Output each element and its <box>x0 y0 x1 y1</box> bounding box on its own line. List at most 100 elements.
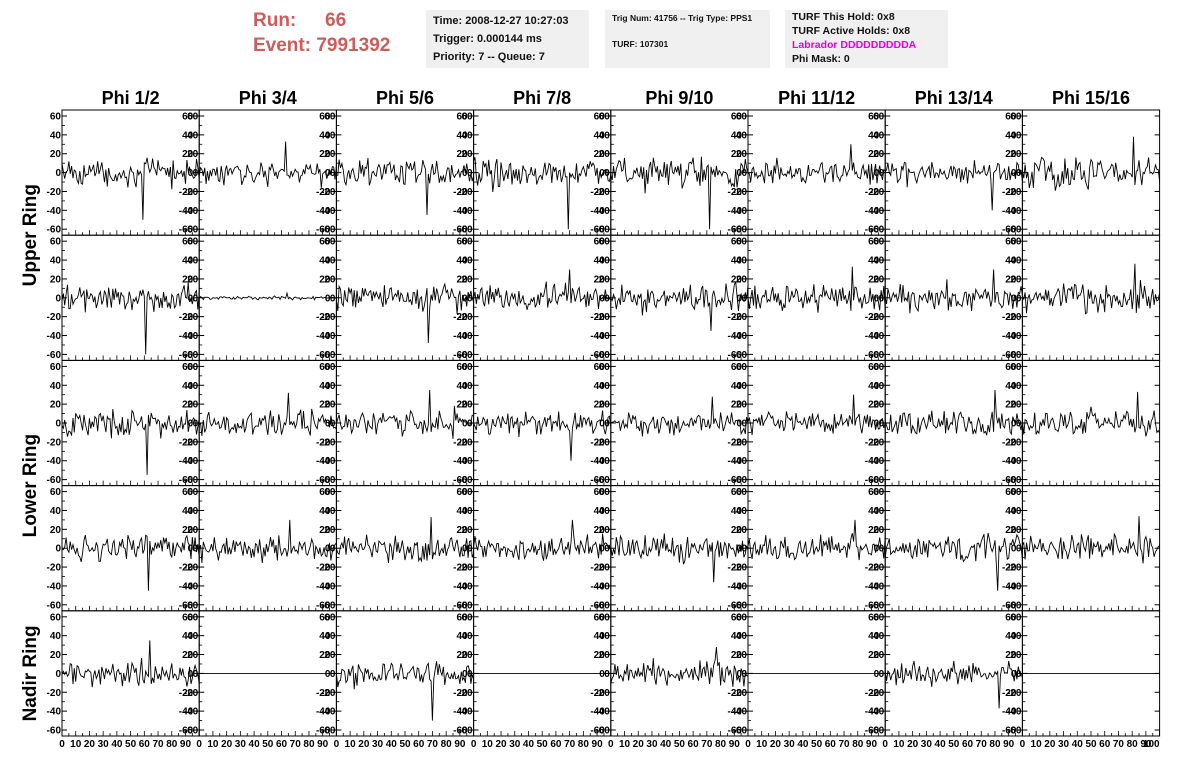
ytick-label: -20 <box>316 563 331 574</box>
xtick-label: 90 <box>317 739 329 750</box>
ytick-label: -60 <box>453 225 468 236</box>
waveform-r4-c8 <box>1022 516 1160 564</box>
ytick-label: 40 <box>1005 256 1017 267</box>
ytick-label: 20 <box>182 400 194 411</box>
ytick-label: -20 <box>453 563 468 574</box>
ytick-label: 20 <box>594 525 606 536</box>
ytick-label: -20 <box>1002 437 1017 448</box>
xtick-label: 40 <box>935 739 947 750</box>
ytick-label: 40 <box>50 256 62 267</box>
ytick-label: -40 <box>865 456 880 467</box>
ytick-label: -60 <box>179 600 194 611</box>
ytick-label: 0 <box>736 669 742 680</box>
ytick-label: 20 <box>1010 525 1022 536</box>
xtick-label: 40 <box>523 739 535 750</box>
ytick-label: 40 <box>456 506 468 517</box>
xtick-label: 70 <box>427 739 439 750</box>
waveform-r2-c6 <box>747 266 886 313</box>
ytick-label: 60 <box>50 612 62 623</box>
ytick-label: 40 <box>731 631 743 642</box>
ytick-label: 60 <box>187 237 199 248</box>
ytick-label: -20 <box>590 437 605 448</box>
ytick-label: 0 <box>1011 419 1017 430</box>
ytick-label: 20 <box>599 650 611 661</box>
ytick-label: -60 <box>1007 475 1022 486</box>
ytick-label: 0 <box>330 168 336 179</box>
waveform-r2-c5 <box>610 281 749 331</box>
event-row: Event: 7991392 <box>253 33 390 58</box>
ytick-label: 40 <box>456 381 468 392</box>
ytick-label: -40 <box>316 581 331 592</box>
waveform-r2-c4 <box>473 269 612 310</box>
column-title-4: Phi 7/8 <box>513 88 571 108</box>
waveform-r1-c6 <box>747 144 886 185</box>
ytick-label: -40 <box>453 206 468 217</box>
ytick-label: -40 <box>321 456 336 467</box>
xtick-label: 10 <box>70 739 82 750</box>
ytick-label: -20 <box>1007 437 1022 448</box>
ytick-label: 0 <box>1016 168 1022 179</box>
ytick-label: 60 <box>731 362 743 373</box>
waveform-r2-c1 <box>61 282 200 355</box>
ytick-label: 60 <box>461 237 473 248</box>
ytick-label: -20 <box>179 437 194 448</box>
ytick-label: -20 <box>1002 688 1017 699</box>
ytick-label: -40 <box>733 707 748 718</box>
xtick-label: 70 <box>838 739 850 750</box>
ytick-label: -40 <box>728 206 743 217</box>
ytick-label: -20 <box>865 437 880 448</box>
ytick-label: 20 <box>324 400 336 411</box>
xtick-label: 50 <box>125 739 137 750</box>
ytick-label: -20 <box>316 688 331 699</box>
ytick-label: 0 <box>604 293 610 304</box>
ytick-label: -40 <box>865 581 880 592</box>
ytick-label: -40 <box>321 331 336 342</box>
ytick-label: -60 <box>590 726 605 737</box>
ytick-label: 40 <box>873 130 885 141</box>
ytick-label: 20 <box>736 650 748 661</box>
waveform-r4-c4 <box>473 519 612 561</box>
ytick-label: -40 <box>590 581 605 592</box>
ytick-label: 60 <box>599 237 611 248</box>
ytick-label: 40 <box>731 506 743 517</box>
panel-r2-c8 <box>1021 234 1161 361</box>
ytick-label: -60 <box>1007 726 1022 737</box>
ytick-label: -20 <box>453 688 468 699</box>
ytick-label: 40 <box>461 381 473 392</box>
ytick-label: -20 <box>184 187 199 198</box>
ytick-label: -60 <box>316 600 331 611</box>
ytick-label: 40 <box>599 381 611 392</box>
xtick-label: 10 <box>1031 739 1043 750</box>
ytick-label: 60 <box>873 612 885 623</box>
ytick-label: -20 <box>184 312 199 323</box>
xtick-label: 0 <box>334 739 340 750</box>
turf-hold-text: TURF This Hold: 0x8 <box>792 11 895 23</box>
ytick-label: -20 <box>458 437 473 448</box>
ytick-label: 60 <box>731 612 743 623</box>
waveform-r1-c7 <box>884 160 1023 211</box>
ytick-label: 20 <box>736 149 748 160</box>
ytick-label: 60 <box>50 487 62 498</box>
ytick-label: -20 <box>733 312 748 323</box>
xtick-label: 10 <box>345 739 357 750</box>
ytick-label: -60 <box>590 225 605 236</box>
ytick-label: 20 <box>736 525 748 536</box>
ytick-label: -60 <box>453 726 468 737</box>
xtick-label: 30 <box>509 739 521 750</box>
ytick-label: -40 <box>728 456 743 467</box>
ytick-label: -60 <box>458 350 473 361</box>
ytick-label: -40 <box>870 456 885 467</box>
ytick-label: 60 <box>1010 612 1022 623</box>
ytick-label: 60 <box>594 237 606 248</box>
ytick-label: -60 <box>453 600 468 611</box>
ytick-label: 60 <box>461 362 473 373</box>
xtick-label: 40 <box>111 739 123 750</box>
column-title-7: Phi 13/14 <box>915 88 993 108</box>
xtick-label: 40 <box>797 739 809 750</box>
ytick-label: -40 <box>865 331 880 342</box>
ytick-label: -40 <box>316 456 331 467</box>
ytick-label: -60 <box>316 726 331 737</box>
ytick-label: 60 <box>873 487 885 498</box>
ytick-label: -60 <box>179 350 194 361</box>
ytick-label: -40 <box>595 456 610 467</box>
